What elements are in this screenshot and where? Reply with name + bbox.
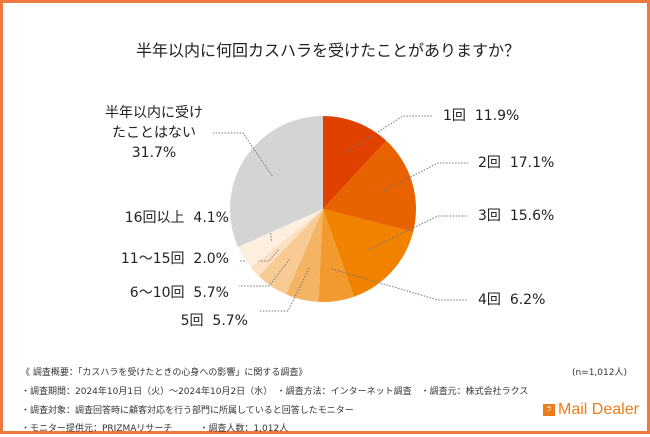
slice-label: 4回 6.2% bbox=[478, 289, 545, 309]
pie-slice bbox=[258, 209, 323, 295]
slice-name: 6〜10回 bbox=[129, 285, 185, 301]
leader-line bbox=[239, 259, 290, 287]
chart-title: 半年以内に何回カスハラを受けたことがありますか？ bbox=[135, 41, 520, 60]
slice-value: 17.1% bbox=[509, 155, 555, 171]
slice-value: 31.7% bbox=[131, 145, 177, 161]
slice-label: 1回 11.9% bbox=[443, 105, 519, 125]
slice-label: 6〜10回 5.7% bbox=[130, 282, 229, 302]
survey-overview: 《 調査概要：「カスハラを受けたときの心身への影響」に関する調査》 bbox=[21, 368, 308, 378]
leader-line bbox=[213, 132, 273, 177]
slice-label: 3回 15.6% bbox=[478, 205, 554, 225]
slice-value: 5.7% bbox=[193, 285, 229, 301]
survey-provider: ・モニター提供元：PRIZMAリサーチ ・調査人数：1,012人 bbox=[21, 424, 289, 434]
pie-chart bbox=[213, 115, 468, 312]
slice-name: 16回以上 bbox=[124, 210, 185, 226]
pie-slice bbox=[250, 209, 323, 276]
survey-target: ・調査対象：調査回答時に顧客対応を行う部門に所属していると回答したモニター bbox=[21, 406, 354, 416]
slice-value: 2.0% bbox=[193, 251, 229, 267]
slice-value: 11.9% bbox=[474, 108, 520, 124]
mail-dealer-logo: ラ Mail Dealer bbox=[543, 401, 639, 419]
pie-slice bbox=[323, 140, 416, 233]
slice-name: 5回 bbox=[180, 313, 204, 329]
slice-value: 6.2% bbox=[509, 292, 546, 308]
slice-label: 11〜15回 2.0% bbox=[121, 248, 229, 268]
pie-slice bbox=[318, 209, 354, 302]
leader-line bbox=[258, 267, 310, 312]
slice-name: 半年以内に受けたことはない bbox=[105, 105, 203, 141]
leader-line bbox=[380, 162, 468, 193]
leader-line bbox=[367, 215, 468, 251]
slice-name: 1回 bbox=[443, 108, 466, 124]
slice-label: 2回 17.1% bbox=[478, 152, 554, 172]
leader-line bbox=[331, 268, 468, 301]
slice-name: 3回 bbox=[478, 208, 501, 224]
pie-slice bbox=[286, 209, 323, 302]
logo-mark-icon: ラ bbox=[543, 404, 555, 416]
slice-value: 5.7% bbox=[212, 313, 248, 329]
logo-text: Mail Dealer bbox=[558, 401, 639, 418]
sample-size: (n=1,012人) bbox=[571, 368, 627, 378]
pie-slice bbox=[323, 116, 387, 209]
pie-slice bbox=[323, 209, 414, 297]
slice-label: 16回以上 4.1% bbox=[125, 207, 229, 227]
pie-slice bbox=[238, 209, 323, 268]
slice-label: 半年以内に受けたことはない 31.7% bbox=[99, 103, 209, 163]
survey-period: ・調査期間：2024年10月1日（火）〜2024年10月2日（水） ・調査方法：… bbox=[21, 387, 529, 397]
slice-value: 15.6% bbox=[509, 208, 555, 224]
slice-label: 5回 5.7% bbox=[181, 310, 248, 330]
slice-name: 4回 bbox=[478, 292, 501, 308]
slice-name: 11〜15回 bbox=[120, 251, 185, 267]
slice-value: 4.1% bbox=[193, 210, 229, 226]
slice-name: 2回 bbox=[478, 155, 501, 171]
